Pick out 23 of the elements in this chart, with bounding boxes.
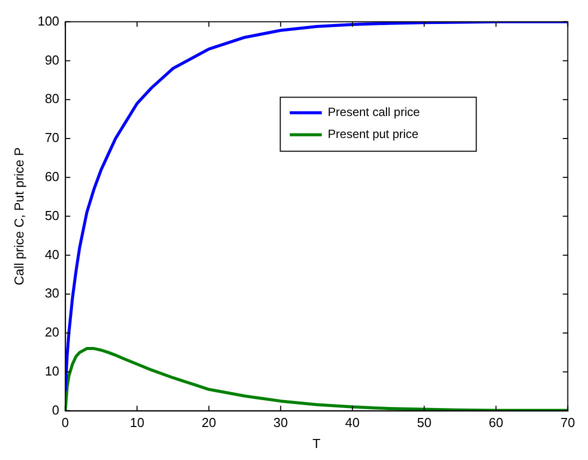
y-tick-label: 80 [44, 91, 60, 106]
legend-label: Present put price [328, 127, 419, 142]
y-axis-title: Call price C, Put price P [11, 147, 26, 286]
x-tick-label: 40 [345, 415, 360, 430]
y-tick-label: 100 [38, 13, 60, 28]
x-tick-label: 10 [130, 415, 144, 430]
x-tick-label: 60 [488, 415, 504, 430]
x-axis-title: T [312, 436, 321, 451]
legend-label: Present call price [328, 105, 420, 120]
y-tick-label: 60 [44, 168, 60, 184]
x-tick-label: 20 [202, 415, 216, 430]
y-tick-label: 90 [44, 52, 60, 68]
y-tick-label: 10 [44, 363, 60, 378]
y-tick-label: 20 [44, 324, 60, 340]
y-tick-label: 0 [52, 402, 60, 418]
y-tick-label: 70 [44, 130, 60, 146]
y-tick-label: 30 [44, 286, 60, 301]
x-tick-label: 0 [62, 415, 69, 430]
y-tick-label: 50 [44, 208, 60, 223]
x-tick-label: 30 [273, 415, 288, 430]
x-tick-label: 70 [560, 415, 576, 430]
x-tick-label: 50 [416, 415, 432, 430]
y-tick-label: 40 [44, 246, 60, 262]
